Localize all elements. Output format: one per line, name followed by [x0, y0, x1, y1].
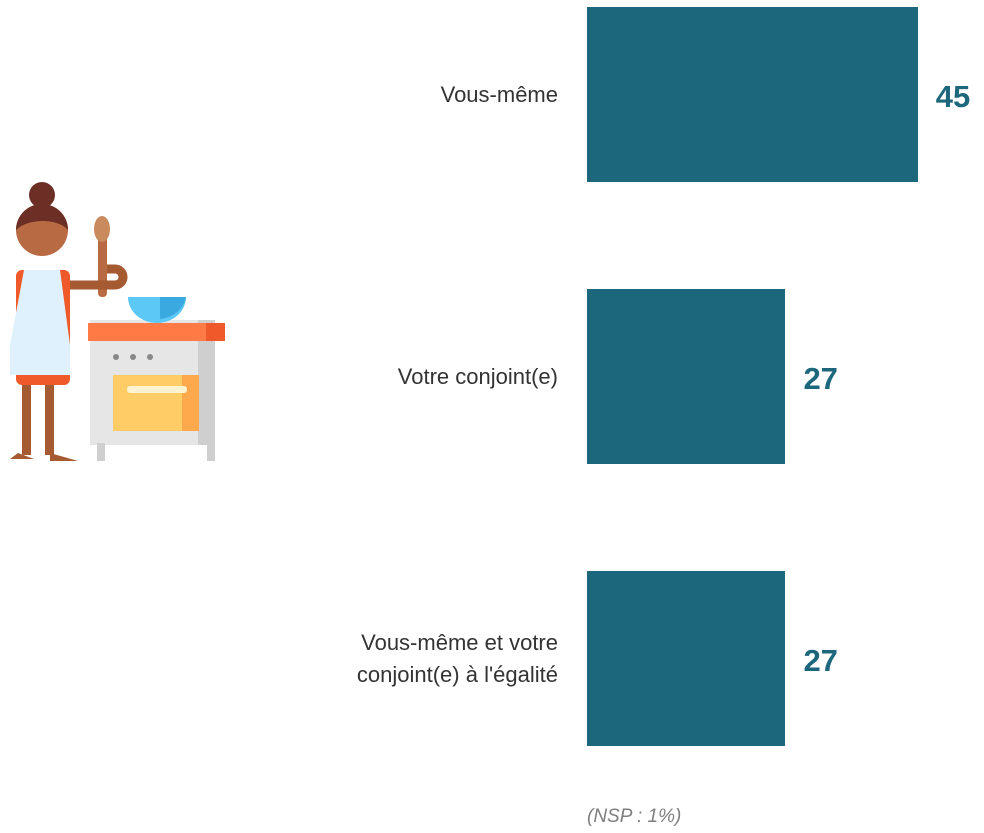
cook-illustration [10, 182, 225, 461]
category-label: Votre conjoint(e) [397, 363, 558, 389]
value-label: 27 [803, 360, 838, 396]
bar [587, 289, 786, 464]
note: (NSP : 1%) [587, 806, 682, 827]
value-label: 45 [935, 78, 971, 114]
bar [587, 571, 786, 746]
category-label: Vous-même et votre conjoint(e) à l'égali… [356, 629, 558, 687]
value-label: 27 [803, 642, 838, 678]
category-label: Vous-même [440, 81, 558, 107]
bar [587, 7, 918, 182]
